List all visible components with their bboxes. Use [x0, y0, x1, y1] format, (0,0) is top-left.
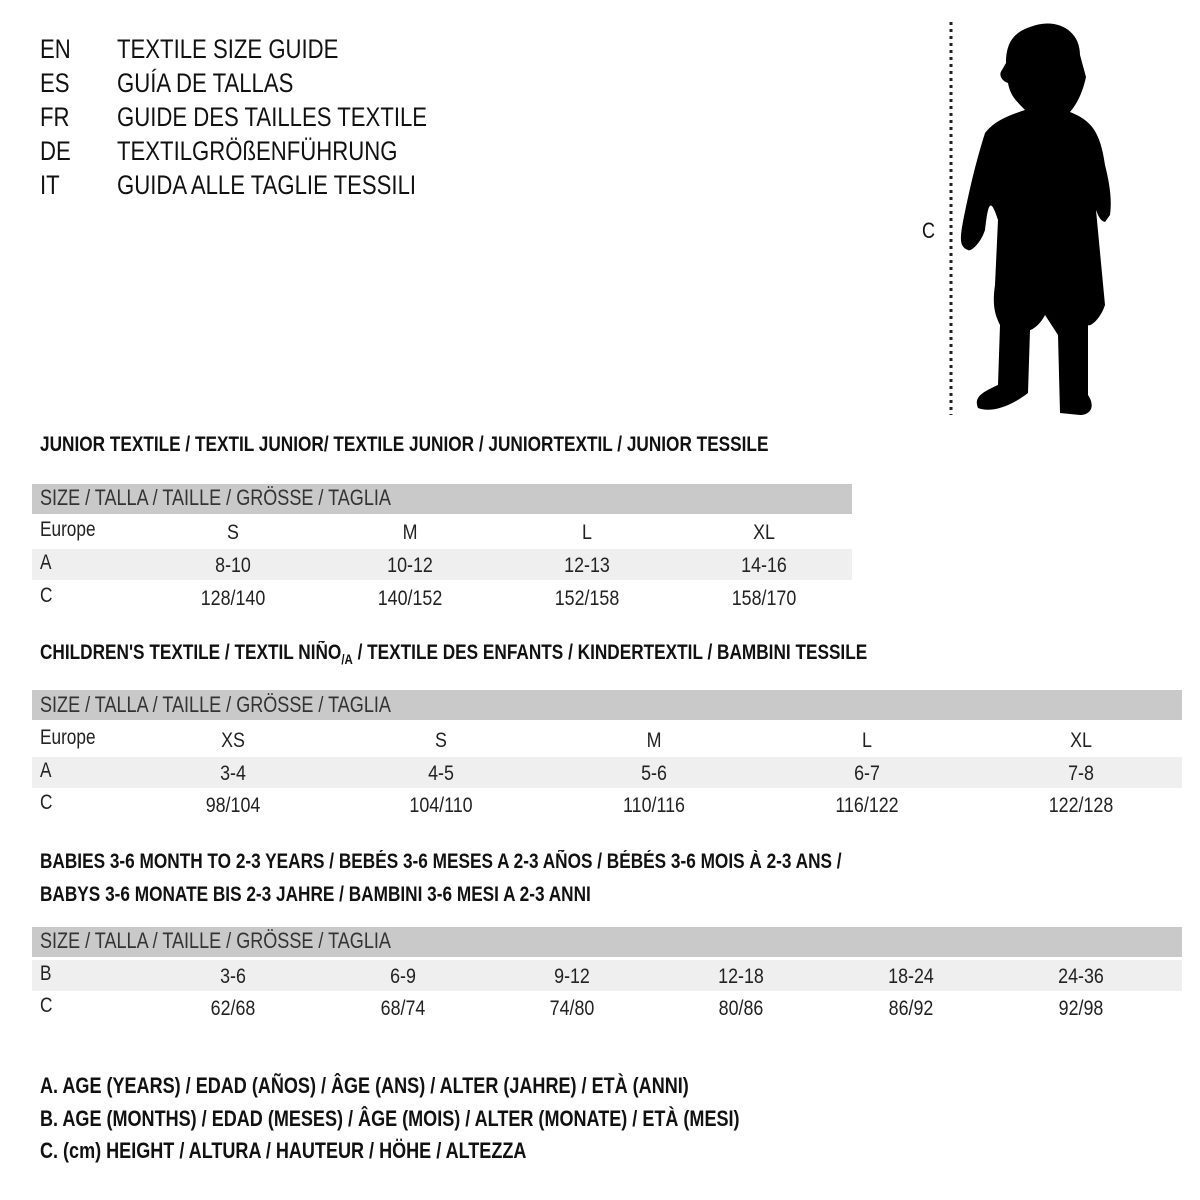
- table-cell: 9-12: [554, 965, 590, 988]
- children-section-title: CHILDREN'S TEXTILE / TEXTIL NIÑO/A / TEX…: [40, 641, 867, 667]
- table-cell: 68/74: [380, 997, 426, 1020]
- table-cell: 62/68: [210, 997, 256, 1020]
- table-cell: 7-8: [1068, 762, 1094, 785]
- lang-code: ES: [40, 68, 70, 98]
- lang-code: DE: [40, 136, 71, 166]
- table-cell: 104/110: [409, 794, 473, 817]
- child-silhouette-icon: [949, 22, 1111, 416]
- table-cell: XS: [221, 729, 245, 752]
- row-label: C: [40, 791, 53, 814]
- legend-item: A. AGE (YEARS) / EDAD (AÑOS) / ÂGE (ANS)…: [40, 1073, 689, 1098]
- table-cell: 6-9: [390, 965, 416, 988]
- table-cell: XL: [1070, 729, 1092, 752]
- junior-section-title: JUNIOR TEXTILE / TEXTIL JUNIOR/ TEXTILE …: [40, 433, 769, 456]
- alt-row-band: [32, 757, 1182, 788]
- lang-code: IT: [40, 170, 60, 200]
- table-cell: 122/128: [1048, 794, 1114, 817]
- table-cell: 80/86: [718, 997, 764, 1020]
- table-header-band: [32, 927, 1182, 957]
- row-label: Europe: [40, 518, 96, 541]
- table-header-band: [32, 484, 852, 514]
- size-header: SIZE / TALLA / TAILLE / GRÖSSE / TAGLIA: [40, 928, 391, 953]
- table-header-band: [32, 690, 1182, 720]
- table-cell: 18-24: [888, 965, 934, 988]
- title-part: CHILDREN'S TEXTILE / TEXTIL NIÑO: [40, 641, 342, 664]
- title-part: / TEXTILE DES ENFANTS / KINDERTEXTIL / B…: [352, 641, 868, 664]
- size-header: SIZE / TALLA / TAILLE / GRÖSSE / TAGLIA: [40, 692, 391, 717]
- babies-section-title: BABIES 3-6 MONTH TO 2-3 YEARS / BEBÉS 3-…: [40, 850, 842, 873]
- row-label: A: [40, 551, 52, 574]
- table-cell: 98/104: [205, 794, 261, 817]
- lang-title: TEXTILE SIZE GUIDE: [117, 34, 339, 64]
- lang-title: GUÍA DE TALLAS: [117, 68, 294, 98]
- table-cell: 74/80: [549, 997, 595, 1020]
- row-label: C: [40, 584, 53, 607]
- alt-row-band: [32, 549, 852, 580]
- table-cell: 12-18: [718, 965, 764, 988]
- table-cell: 24-36: [1058, 965, 1104, 988]
- lang-title: TEXTILGRÖßENFÜHRUNG: [117, 136, 398, 166]
- size-header: SIZE / TALLA / TAILLE / GRÖSSE / TAGLIA: [40, 485, 391, 510]
- table-cell: S: [227, 521, 239, 544]
- table-cell: 92/98: [1058, 997, 1104, 1020]
- legend-item: C. (cm) HEIGHT / ALTURA / HAUTEUR / HÖHE…: [40, 1138, 527, 1163]
- alt-row-band: [32, 960, 1182, 991]
- table-cell: 3-6: [220, 965, 246, 988]
- table-cell: L: [582, 521, 592, 544]
- title-subscript: /A: [341, 651, 353, 668]
- table-cell: 14-16: [741, 554, 787, 577]
- babies-section-title: BABYS 3-6 MONATE BIS 2-3 JAHRE / BAMBINI…: [40, 883, 591, 906]
- table-cell: 4-5: [428, 762, 454, 785]
- table-cell: 12-13: [564, 554, 610, 577]
- table-cell: 10-12: [387, 554, 433, 577]
- lang-code: FR: [40, 102, 70, 132]
- row-label: Europe: [40, 726, 96, 749]
- lang-title: GUIDA ALLE TAGLIE TESSILI: [117, 170, 417, 200]
- table-cell: XL: [753, 521, 775, 544]
- table-cell: 158/170: [731, 587, 797, 610]
- table-cell: M: [402, 521, 418, 544]
- table-cell: 86/92: [888, 997, 934, 1020]
- row-label: B: [40, 962, 52, 985]
- table-cell: 116/122: [835, 794, 899, 817]
- row-label: A: [40, 759, 52, 782]
- table-cell: 128/140: [200, 587, 266, 610]
- table-cell: 6-7: [854, 762, 880, 785]
- table-cell: 152/158: [554, 587, 620, 610]
- row-label: C: [40, 994, 53, 1017]
- lang-code: EN: [40, 34, 71, 64]
- legend-item: B. AGE (MONTHS) / EDAD (MESES) / ÂGE (MO…: [40, 1106, 740, 1131]
- table-cell: M: [646, 729, 662, 752]
- table-cell: 8-10: [215, 554, 251, 577]
- table-cell: 140/152: [377, 587, 443, 610]
- table-cell: 5-6: [641, 762, 667, 785]
- table-cell: 3-4: [220, 762, 246, 785]
- table-cell: L: [862, 729, 872, 752]
- table-cell: 110/116: [623, 794, 685, 817]
- table-cell: S: [435, 729, 447, 752]
- height-measure-label: C: [922, 218, 936, 243]
- lang-title: GUIDE DES TAILLES TEXTILE: [117, 102, 428, 132]
